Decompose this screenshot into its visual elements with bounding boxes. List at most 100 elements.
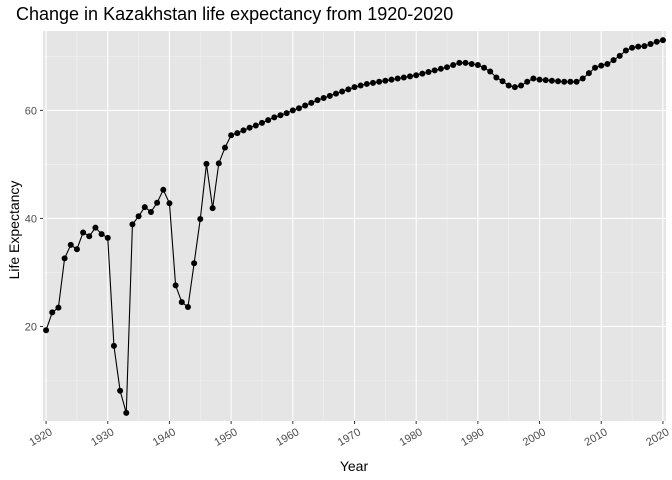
data-point <box>197 215 204 222</box>
data-point <box>203 160 210 167</box>
data-point <box>73 246 80 253</box>
data-point <box>67 241 74 248</box>
data-point <box>55 304 62 311</box>
data-point <box>419 70 426 77</box>
y-tick-label: 20 <box>25 321 37 333</box>
data-point <box>228 132 235 139</box>
data-point <box>302 102 309 109</box>
data-point <box>166 200 173 207</box>
major-grid <box>43 31 666 421</box>
data-point <box>147 208 154 215</box>
data-point <box>548 77 555 84</box>
data-point <box>437 65 444 72</box>
data-point <box>86 233 93 240</box>
x-tick-label: 2000 <box>521 426 548 449</box>
x-tick-label: 1980 <box>397 426 424 449</box>
x-tick-label: 1960 <box>274 426 301 449</box>
data-point <box>647 40 654 47</box>
data-point <box>295 105 302 112</box>
data-point <box>104 234 111 241</box>
data-point <box>499 78 506 85</box>
data-point <box>598 62 605 69</box>
data-point <box>567 78 574 85</box>
data-point <box>314 97 321 104</box>
y-axis: 20 40 60 <box>25 105 43 333</box>
data-point <box>117 387 124 394</box>
data-point <box>505 82 512 89</box>
data-point <box>363 80 370 87</box>
data-point <box>659 37 666 44</box>
data-point <box>370 79 376 86</box>
data-point <box>221 144 228 151</box>
data-point <box>351 84 358 91</box>
data-point <box>154 199 161 206</box>
data-point <box>592 64 599 71</box>
data-point <box>450 62 457 69</box>
x-tick-label: 2020 <box>644 426 671 449</box>
data-point <box>456 59 463 66</box>
data-point <box>635 43 642 50</box>
data-point <box>468 60 475 67</box>
data-point <box>653 38 660 45</box>
data-point <box>382 77 389 84</box>
data-point <box>542 77 549 84</box>
data-point <box>518 82 525 89</box>
y-axis-title: Life Expectancy <box>6 181 22 280</box>
data-point <box>579 75 586 82</box>
data-point <box>431 67 438 74</box>
data-point <box>141 204 148 211</box>
data-point <box>215 160 222 167</box>
data-point <box>49 309 56 316</box>
data-point <box>493 74 500 81</box>
data-point <box>629 44 636 51</box>
data-point <box>246 124 253 131</box>
data-point <box>135 213 142 220</box>
data-point <box>561 78 568 85</box>
data-point <box>425 69 432 76</box>
data-point <box>252 122 259 129</box>
chart-title: Change in Kazakhstan life expectancy fro… <box>16 4 453 24</box>
data-point <box>172 282 179 289</box>
data-point <box>641 43 648 50</box>
data-point <box>271 114 278 121</box>
data-point <box>511 84 518 91</box>
data-point <box>345 86 352 93</box>
data-point <box>184 304 191 311</box>
data-point <box>43 327 50 334</box>
data-point <box>585 70 592 77</box>
data-point <box>98 231 105 238</box>
x-tick-label: 1970 <box>336 426 363 449</box>
x-tick-label: 1920 <box>27 426 54 449</box>
data-point <box>610 57 617 64</box>
data-point <box>283 110 290 117</box>
data-point <box>92 224 99 231</box>
data-point <box>474 62 481 69</box>
x-tick-label: 1950 <box>212 426 239 449</box>
data-point <box>487 68 494 75</box>
data-point <box>160 186 167 193</box>
data-point <box>258 119 265 126</box>
data-point <box>80 229 87 236</box>
x-axis: 1920 1930 1940 1950 1960 1970 1980 1990 2000 2010… <box>27 421 671 449</box>
data-point <box>555 78 562 85</box>
data-point <box>178 299 185 306</box>
data-point <box>376 78 383 85</box>
data-point <box>481 64 488 71</box>
data-point <box>240 127 247 134</box>
data-point <box>123 409 130 416</box>
x-tick-label: 1940 <box>151 426 178 449</box>
data-point <box>234 130 241 137</box>
series-points-group <box>43 37 666 416</box>
data-point <box>357 82 364 89</box>
data-point <box>110 342 117 349</box>
data-point <box>524 78 531 85</box>
data-point <box>394 75 401 82</box>
data-point <box>444 64 451 71</box>
data-point <box>400 74 407 81</box>
data-point <box>61 255 68 262</box>
data-point <box>339 88 346 95</box>
data-point <box>277 112 284 119</box>
data-point <box>191 260 198 267</box>
